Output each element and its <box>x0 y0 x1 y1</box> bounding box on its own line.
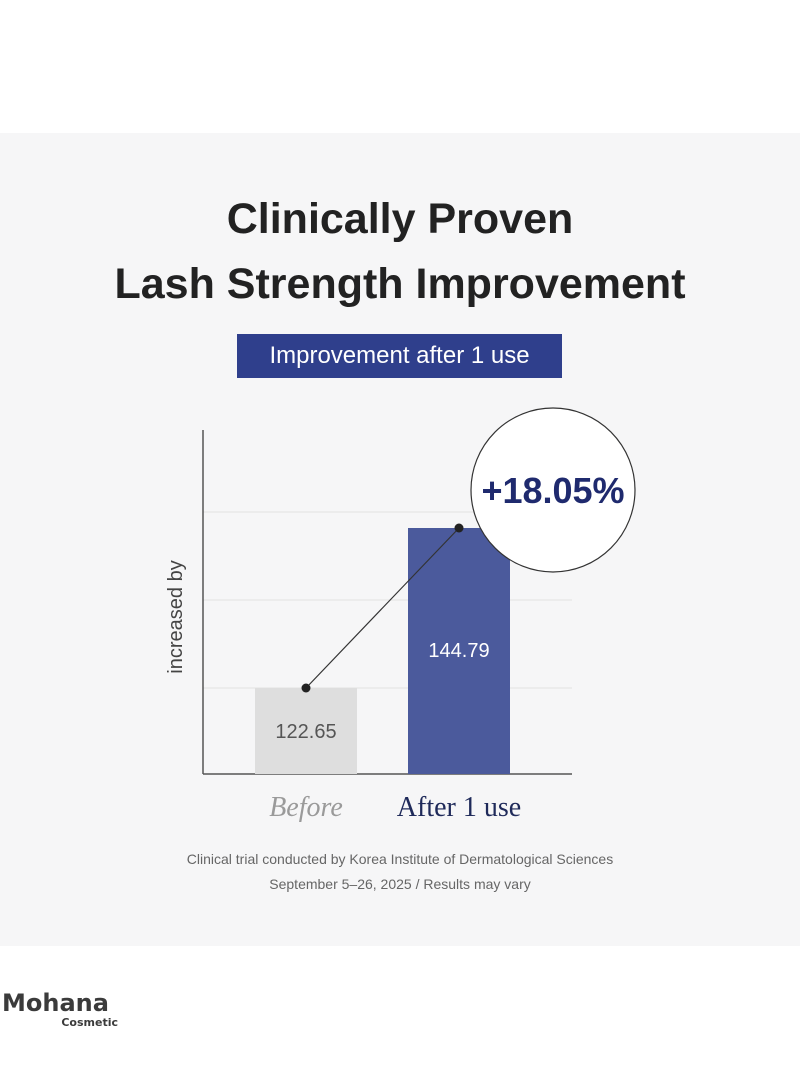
data-label-before: 122.65 <box>275 721 336 743</box>
y-axis-label: increased by <box>165 560 187 673</box>
logo-name: Mohana <box>2 989 109 1017</box>
category-label-before: Before <box>269 792 343 823</box>
page-title-line2: Lash Strength Improvement <box>114 260 686 308</box>
data-label-after: 144.79 <box>428 640 489 662</box>
trend-line <box>305 527 460 689</box>
content-panel <box>0 133 800 946</box>
footnote-line2: September 5–26, 2025 / Results may vary <box>269 876 531 892</box>
footnote-line1: Clinical trial conducted by Korea Instit… <box>186 851 614 867</box>
page-title-line1: Clinically Proven <box>226 195 574 243</box>
callout-circle <box>470 407 636 573</box>
bar-before <box>255 688 357 774</box>
data-point-before <box>301 683 311 693</box>
data-point-after <box>454 523 464 533</box>
callout-percent: +18.05% <box>481 470 624 511</box>
category-label-after: After 1 use <box>397 792 521 823</box>
logo-sub: Cosmetic <box>61 1016 118 1029</box>
improvement-badge: Improvement after 1 use <box>237 334 562 378</box>
brand-logo: Mohana Cosmetic <box>2 990 122 1029</box>
bar-after <box>408 528 510 774</box>
